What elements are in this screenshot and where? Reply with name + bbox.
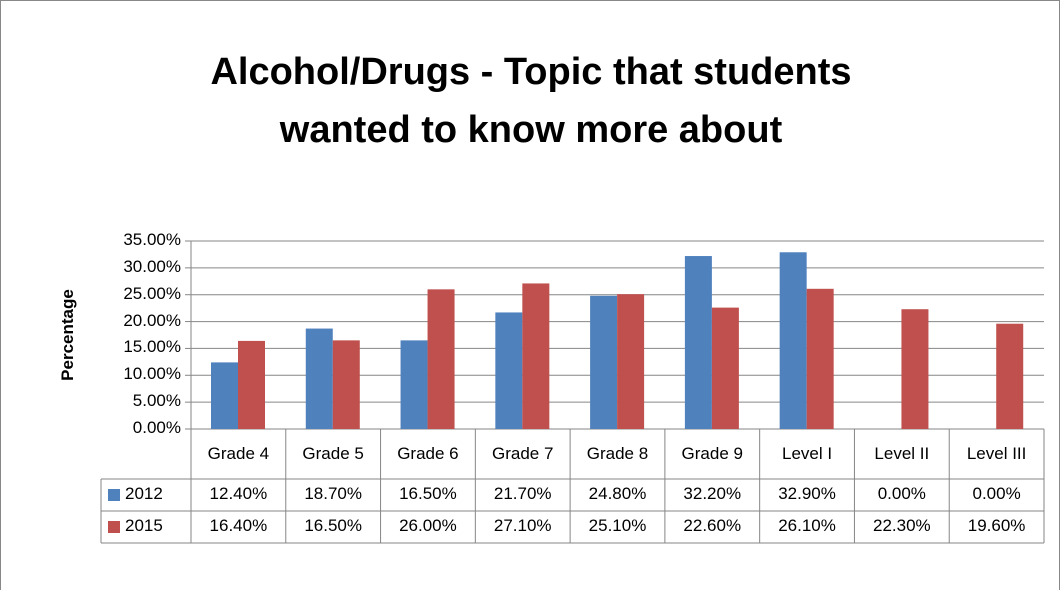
bar [238,340,265,429]
y-tick-label: 20.00% [123,310,181,330]
bar [400,340,428,429]
table-value: 12.40% [209,484,268,503]
table-value: 16.40% [209,516,268,535]
legend-label: 2012 [125,484,163,503]
table-value: 22.30% [872,516,931,535]
x-tick-label: Grade 8 [586,444,649,463]
table-value: 32.20% [683,484,742,503]
table-value: 26.10% [778,516,836,535]
y-tick-label: 15.00% [123,337,181,357]
x-tick-label: Level II [874,444,930,463]
bar [495,312,523,429]
table-value: 26.00% [399,516,457,535]
bar [617,294,645,429]
table-value: 22.60% [683,516,742,535]
bar [901,309,929,429]
table-value: 21.70% [493,484,552,503]
y-tick-label: 35.00% [123,230,181,249]
y-tick-label: 25.00% [123,283,181,303]
legend-label: 2015 [125,516,163,535]
x-tick-label: Grade 5 [302,444,364,463]
bar [305,328,333,429]
bar [684,256,712,429]
x-tick-label: Level III [966,444,1027,463]
chart-title: Alcohol/Drugs - Topic that students want… [210,51,852,151]
x-tick-label: Grade 7 [491,444,554,463]
bar [522,283,550,429]
table-value: 25.10% [588,516,647,535]
x-tick-label: Grade 4 [207,444,270,463]
bar [996,323,1024,429]
legend-swatch [108,521,120,533]
bar [211,362,238,429]
table-value: 32.90% [778,484,836,503]
table-value: 18.70% [304,484,362,503]
y-tick-label: 10.00% [123,364,181,384]
y-tick-label: 0.00% [132,418,181,437]
y-tick-label: 5.00% [132,391,181,411]
y-axis-label: Percentage [58,289,77,381]
bar [711,307,739,429]
table-value: 16.50% [399,484,457,503]
table-value: 27.10% [493,516,552,535]
bar [779,252,807,429]
bar [590,295,618,429]
x-tick-label: Grade 9 [681,444,743,463]
table-value: 24.80% [588,484,647,503]
bar [427,289,455,429]
x-tick-label: Level I [781,444,833,463]
x-tick-label: Grade 6 [397,444,459,463]
table-value: 19.60% [967,516,1026,535]
bar [332,340,360,429]
table-value: 0.00% [972,484,1021,503]
table-value: 16.50% [304,516,362,535]
table-value: 0.00% [877,484,926,503]
bar [806,288,834,429]
y-tick-label: 30.00% [123,256,181,276]
legend-swatch [108,489,120,501]
